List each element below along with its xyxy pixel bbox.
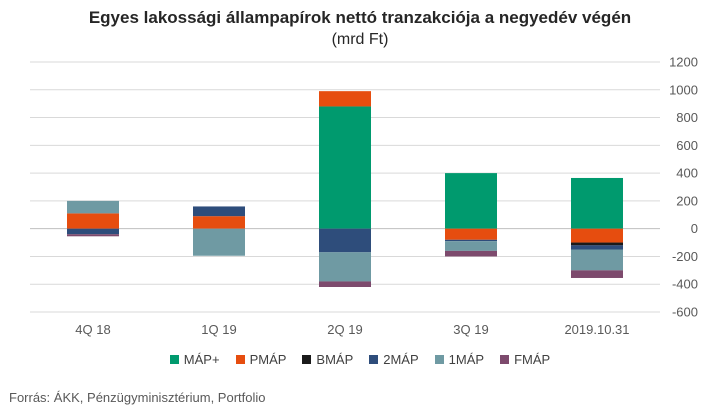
- source-note: Forrás: ÁKK, Pénzügyminisztérium, Portfo…: [9, 390, 266, 405]
- bar-segment: [445, 239, 497, 242]
- bar-segment: [571, 249, 623, 271]
- bar-segment: [571, 228, 623, 243]
- bar-segment: [571, 245, 623, 250]
- bar-segment: [67, 200, 119, 214]
- bar-segment: [319, 106, 371, 229]
- bar-segment: [67, 234, 119, 237]
- x-axis-ticks: 4Q 18 1Q 19 2Q 19 3Q 19 2019.10.31: [75, 322, 629, 337]
- legend-label: 2MÁP: [383, 352, 419, 367]
- y-tick-label: 1200: [669, 55, 698, 70]
- bar-segment: [67, 213, 119, 229]
- bar-segment: [445, 228, 497, 240]
- x-tick-label: 2019.10.31: [564, 322, 629, 337]
- legend-item: MÁP+: [169, 352, 220, 367]
- chart-subtitle: (mrd Ft): [331, 31, 389, 48]
- y-tick-label: 800: [676, 110, 698, 125]
- bar-segment: [193, 216, 245, 229]
- y-tick-label: -200: [672, 249, 698, 264]
- bar-segment: [571, 242, 623, 246]
- bar-segment: [319, 228, 371, 253]
- legend-label: MÁP+: [183, 352, 220, 367]
- chart-title: Egyes lakossági állampapírok nettó tranz…: [88, 8, 632, 27]
- legend-item: 1MÁP: [434, 352, 485, 367]
- legend-item: BMÁP: [302, 352, 353, 367]
- y-tick-label: 400: [676, 166, 698, 181]
- legend-swatch: [302, 355, 312, 364]
- y-tick-label: 600: [676, 138, 698, 153]
- legend-label: FMÁP: [514, 352, 551, 367]
- legend-swatch: [235, 355, 245, 364]
- y-tick-label: 1000: [669, 82, 698, 97]
- stacked-bar-chart: -600 -400 -200 0 200 400 600 800 1000 1200 4Q 18 1…: [30, 55, 698, 337]
- bar-segment: [445, 173, 497, 229]
- legend-item: 2MÁP: [369, 352, 419, 367]
- y-tick-label: -600: [672, 305, 698, 320]
- y-axis-ticks: -600 -400 -200 0 200 400 600 800 1000 1200: [669, 55, 698, 320]
- x-tick-label: 4Q 18: [75, 322, 110, 337]
- y-tick-label: -400: [672, 277, 698, 292]
- legend: MÁP+ PMÁP BMÁP 2MÁP 1MÁP FMÁP: [0, 352, 720, 367]
- legend-label: BMÁP: [316, 352, 354, 367]
- bar-segment: [319, 91, 371, 107]
- legend-item: FMÁP: [500, 352, 550, 367]
- legend-item: PMÁP: [235, 352, 287, 367]
- x-tick-label: 1Q 19: [201, 322, 236, 337]
- legend-label: 1MÁP: [448, 352, 485, 367]
- x-tick-label: 2Q 19: [327, 322, 362, 337]
- legend-swatch: [369, 355, 379, 364]
- bar-segment: [319, 252, 371, 282]
- legend-label: PMÁP: [249, 352, 287, 367]
- y-tick-label: 200: [676, 193, 698, 208]
- legend-swatch: [169, 355, 179, 364]
- bar-segment: [193, 206, 245, 217]
- bar-segment: [571, 177, 623, 229]
- bar-segment: [67, 228, 119, 235]
- bar-segment: [193, 228, 245, 256]
- legend-swatch: [500, 355, 510, 364]
- x-tick-label: 3Q 19: [453, 322, 488, 337]
- bar-segment: [319, 281, 371, 287]
- bar-segment: [445, 241, 497, 251]
- bar-segment: [445, 250, 497, 257]
- legend-swatch: [434, 355, 444, 364]
- bars: [67, 91, 623, 287]
- bar-segment: [571, 270, 623, 278]
- y-tick-label: 0: [691, 221, 698, 236]
